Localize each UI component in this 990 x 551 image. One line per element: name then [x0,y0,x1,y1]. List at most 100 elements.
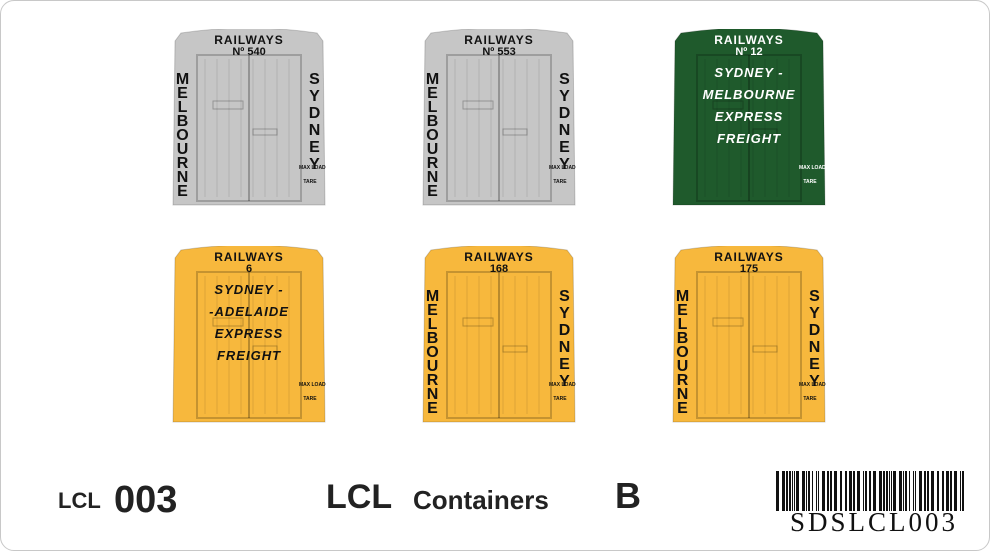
service-line: FREIGHT [216,348,282,363]
door-frame [696,271,802,419]
container-body [172,29,326,206]
bar [886,471,888,511]
bar [830,471,832,511]
bar [792,471,793,511]
max-load: MAX LOAD [299,382,326,388]
railways-label: RAILWAYS [714,250,784,264]
bar [942,471,944,511]
bar [845,471,847,511]
door-frame [696,54,802,202]
bar [931,471,934,511]
subtitle: Containers [413,485,549,515]
bar [822,471,825,511]
bar [806,471,807,511]
service-line: SYDNEY - [714,65,784,80]
handle [502,128,528,136]
bar [950,471,952,511]
container-number: Nº 553 [482,46,516,58]
service-line: FREIGHT [716,131,782,146]
bar [789,471,791,511]
right-destination: SYDNEY [806,288,823,390]
bar [827,471,829,511]
bar [919,471,922,511]
bar [776,471,779,511]
shell [172,29,326,206]
barcode-text: SDSLCL003 [789,507,959,537]
max-load: MAX LOAD [799,382,826,388]
bar [915,471,916,511]
bar [840,471,842,511]
bar [865,471,867,511]
bar [802,471,805,511]
tare: TARE [553,396,567,402]
variant: B [615,475,641,516]
handle [752,345,778,353]
bar [818,471,819,511]
container-body [672,29,826,206]
max-load: MAX LOAD [799,165,826,171]
tare: TARE [803,396,817,402]
left-destination: MELBOURNE [424,288,441,414]
door-frame [446,271,552,419]
container-body [422,246,576,423]
handle [712,100,744,110]
right-destination: SYDNEY [556,71,573,173]
container: RAILWAYS 175 MELBOURNE SYDNEY MAX LOAD TARE [669,246,829,426]
service-line: EXPRESS [214,326,284,341]
bar [891,471,892,511]
tare: TARE [803,179,817,185]
bar [960,471,961,511]
bar [808,471,810,511]
bar [962,471,964,511]
bar [816,471,817,511]
handle [502,345,528,353]
bar [954,471,957,511]
shell [672,246,826,423]
service-line: SYDNEY - [214,282,284,297]
door-frame [196,271,302,419]
max-load: MAX LOAD [549,165,576,171]
right-destination: SYDNEY [556,288,573,390]
bar [786,471,788,511]
bar [937,471,939,511]
container-number: Nº 540 [232,46,266,58]
container: RAILWAYS 6 SYDNEY - -ADELAIDE EXPRESS FREIGHT… [169,246,329,426]
railways-label: RAILWAYS [214,250,284,264]
bar [903,471,904,511]
code-number: 003 [114,479,178,521]
bar [899,471,902,511]
bar [909,471,910,511]
handle [462,317,494,327]
railways-label: RAILWAYS [464,250,534,264]
shell [672,29,826,206]
railways-label: RAILWAYS [464,33,534,47]
bar [853,471,855,511]
service-line: EXPRESS [714,109,784,124]
bar [812,471,813,511]
tare: TARE [303,179,317,185]
container: RAILWAYS Nº 553 MELBOURNE SYDNEY MAX LOAD TAR… [419,29,579,209]
bar [889,471,890,511]
railways-label: RAILWAYS [214,33,284,47]
container-body [422,29,576,206]
bar [873,471,876,511]
container-number: 6 [245,263,253,275]
bar [879,471,882,511]
railways-label: RAILWAYS [714,33,784,47]
code-prefix: LCL [58,488,101,513]
left-destination: MELBOURNE [674,288,691,414]
left-destination: MELBOURNE [424,71,441,197]
container-number: 175 [739,263,759,275]
handle [712,317,744,327]
service-line: -ADELAIDE [209,304,289,319]
shell [422,246,576,423]
bar [782,471,785,511]
bar [796,471,799,511]
tare: TARE [303,396,317,402]
bar [834,471,837,511]
container: RAILWAYS 168 MELBOURNE SYDNEY MAX LOAD TARE [419,246,579,426]
handle [752,128,778,136]
container-body [672,246,826,423]
service-line: MELBOURNE [702,87,796,102]
container-body [172,246,326,423]
